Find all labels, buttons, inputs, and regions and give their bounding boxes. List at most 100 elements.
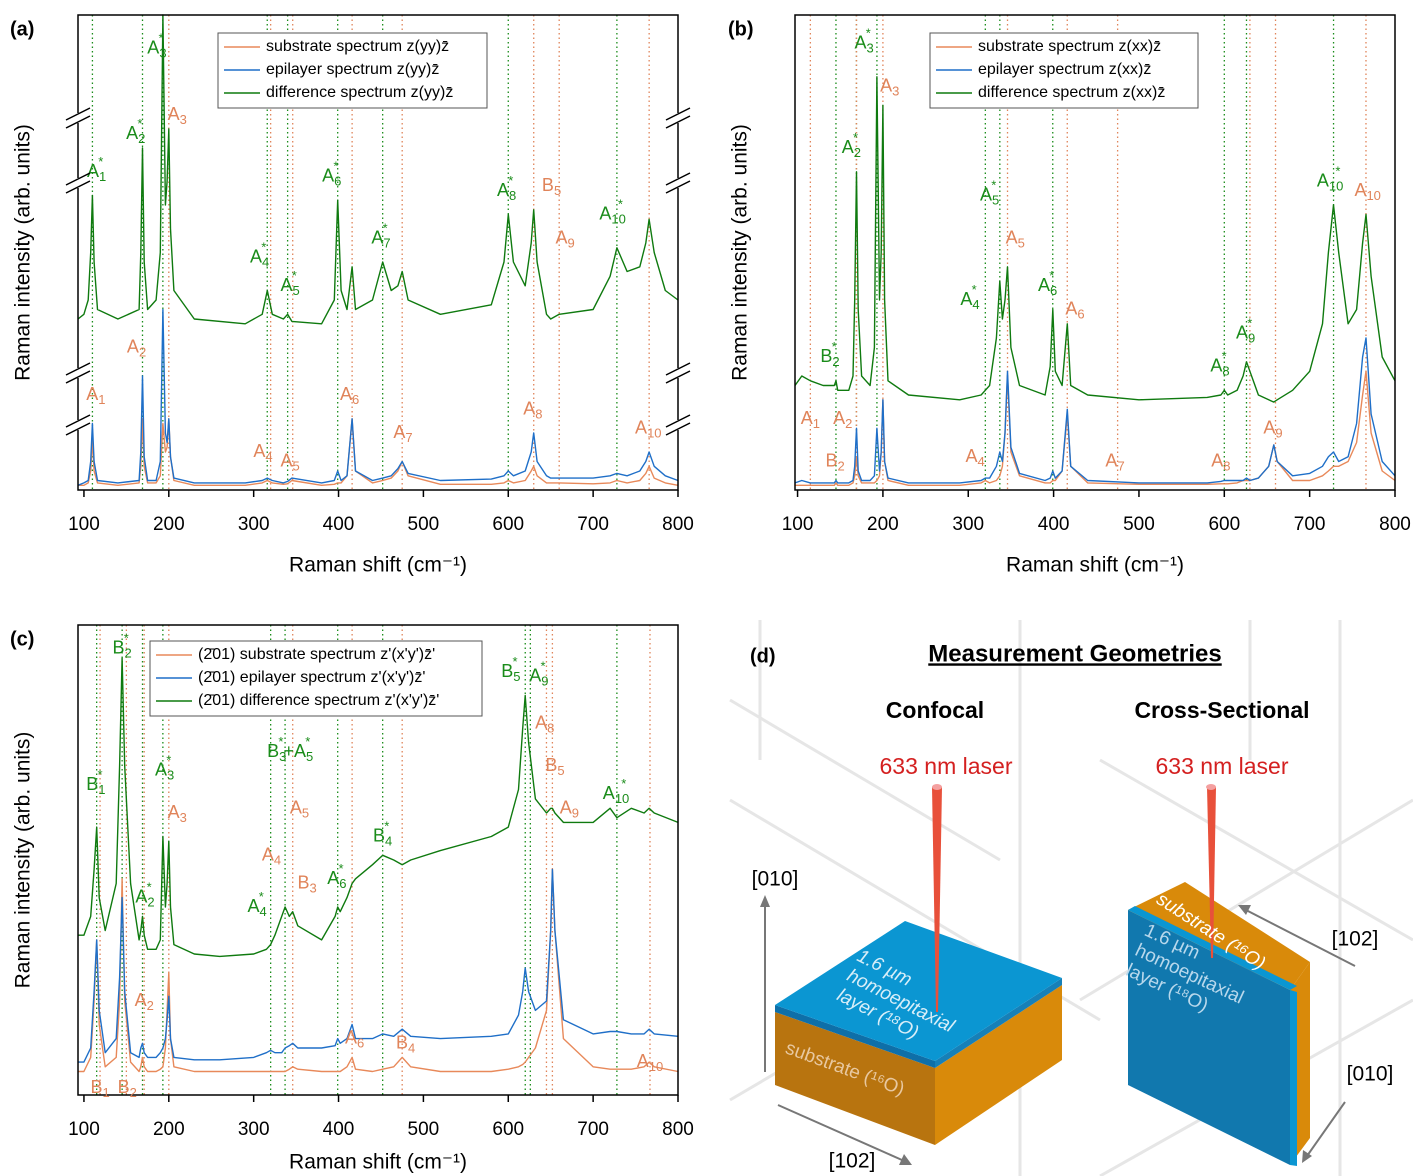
peak-label: A9 — [556, 227, 575, 251]
peak-label-sup: * — [333, 159, 338, 174]
peak-label: A2* — [135, 880, 154, 910]
peak-label-sub: 10 — [647, 426, 661, 441]
peak-label: B5 — [542, 175, 561, 199]
peak-label-sup: * — [137, 116, 142, 131]
peak-label-sub: 9 — [541, 674, 548, 689]
peak-label-base: A — [127, 336, 139, 356]
confocal-block — [760, 784, 1062, 1165]
peak-label-sub: 5 — [992, 193, 999, 208]
peak-label: A4 — [262, 844, 281, 868]
spectrum-line — [77, 14, 679, 325]
peak-label-sup: * — [1247, 316, 1252, 331]
peak-label: A6 — [1065, 298, 1084, 322]
peak-label-base: A — [1236, 322, 1248, 342]
peak-label-base: A — [855, 32, 867, 52]
peak-label-sub: 6 — [1050, 283, 1057, 298]
peak-label: A2 — [833, 408, 852, 432]
peak-label-sub: 1 — [98, 782, 105, 797]
peak-label: A6* — [327, 861, 346, 891]
peak-label-sup: * — [305, 734, 310, 749]
peak-label-base: A — [281, 275, 293, 295]
peak-label: B5 — [545, 755, 564, 779]
x-tick-label: 300 — [238, 1119, 270, 1140]
peak-label: A9* — [1236, 316, 1255, 346]
peak-label-sub: 9 — [572, 806, 579, 821]
peak-label-sup: * — [866, 26, 871, 41]
peak-label-sub: 2 — [139, 345, 146, 360]
peak-label-sub: 4 — [385, 834, 392, 849]
peak-label-base: A — [1211, 450, 1223, 470]
legend-entry: (2̄01) substrate spectrum z'(x'y')z̄' — [198, 646, 435, 663]
peak-label-sup: * — [972, 282, 977, 297]
x-tick-label: 300 — [952, 514, 984, 535]
axis-label: [010] — [1347, 1063, 1394, 1086]
peak-label-base: B — [545, 755, 557, 775]
peak-label-sub: 4 — [262, 255, 269, 270]
peak-label-sub: 5 — [306, 749, 313, 764]
peak-label-sub: 9 — [568, 236, 575, 251]
peak-label-base: A — [1006, 227, 1018, 247]
peak-label-base: A — [87, 161, 99, 181]
peak-label-sub: 8 — [535, 407, 542, 422]
peak-label-sub: 5 — [557, 763, 564, 778]
peak-label: A3 — [168, 802, 187, 826]
peak-label-sub: 4 — [274, 853, 281, 868]
peak-label: A8 — [535, 712, 554, 736]
peak-label-base: A — [980, 184, 992, 204]
peak-label-sub: 7 — [383, 236, 390, 251]
peak-label-base: B — [396, 1032, 408, 1052]
peak-label-base: A — [135, 886, 147, 906]
peak-label-base: A — [635, 417, 647, 437]
peak-label-sub: 6 — [357, 1036, 364, 1051]
legend-box — [217, 32, 488, 109]
peak-label-sup: * — [261, 240, 266, 255]
peak-label: B2* — [820, 339, 839, 369]
peak-label-base: A — [281, 450, 293, 470]
legend-entry: (2̄01) epilayer spectrum z'(x'y')z̄' — [198, 669, 425, 686]
peak-label-sub: 1 — [102, 1085, 109, 1100]
peak-label: A5* — [980, 178, 999, 208]
peak-label-sub: 10 — [1366, 188, 1380, 203]
peak-label-base: A — [135, 990, 147, 1010]
peak-label-sub: 8 — [509, 188, 516, 203]
peak-label-base: B — [825, 450, 837, 470]
plot-frame — [77, 14, 679, 491]
peak-label-sub: 8 — [1223, 459, 1230, 474]
peak-label: B3*+A5* — [267, 734, 313, 764]
peak-label-sup: * — [338, 861, 343, 876]
peak-label-sub: 6 — [352, 392, 359, 407]
y-axis-label: Raman intensity (arb. units) — [12, 732, 35, 989]
peak-label-sup: * — [124, 631, 129, 646]
peak-label-base: A — [1317, 170, 1329, 190]
geometry-title: Confocal — [886, 697, 984, 723]
peak-label-base: A — [247, 896, 259, 916]
peak-label: B1 — [90, 1077, 109, 1101]
peak-label-sup: * — [618, 197, 623, 212]
peak-label: B4 — [396, 1032, 415, 1056]
peak-label: A1* — [87, 154, 106, 184]
x-tick-label: 600 — [1208, 514, 1240, 535]
peak-label: A4* — [960, 282, 979, 312]
peak-label: A6 — [345, 1027, 364, 1051]
peak-label: A2* — [126, 116, 145, 146]
peak-label-sub: 3 — [167, 768, 174, 783]
peak-label: A10* — [599, 197, 625, 227]
peak-label-sub: 9 — [1248, 331, 1255, 346]
peak-label-base: A — [801, 408, 813, 428]
peak-label-sub: 2 — [147, 998, 154, 1013]
peak-label: B4* — [373, 819, 392, 849]
peak-label-base: B — [118, 1077, 130, 1097]
peak-label-base: A — [262, 844, 274, 864]
peak-label: A10 — [635, 417, 661, 441]
peak-label: A3 — [168, 104, 187, 128]
peak-label: A8* — [497, 173, 516, 203]
laser-label: 633 nm laser — [1156, 753, 1289, 779]
peak-label-base: A — [1263, 417, 1275, 437]
peak-label-base: A — [253, 441, 265, 461]
peak-label-sub: 4 — [977, 454, 984, 469]
peak-label-sub: 7 — [405, 430, 412, 445]
peak-label-base: A — [86, 384, 98, 404]
axis-breaks — [65, 107, 691, 436]
peak-label-sup: * — [98, 154, 103, 169]
peak-label-base: A — [1354, 180, 1366, 200]
